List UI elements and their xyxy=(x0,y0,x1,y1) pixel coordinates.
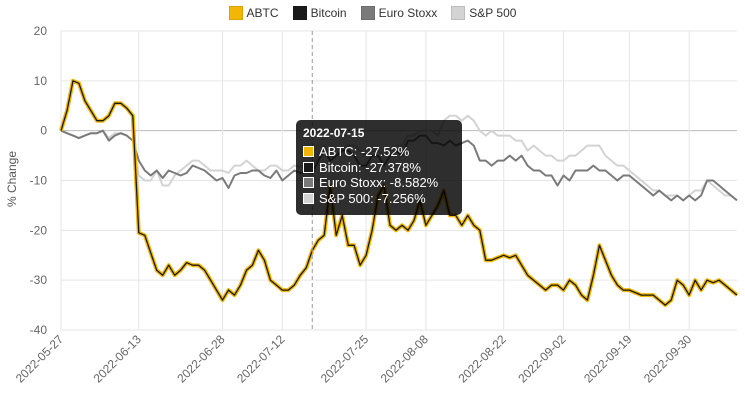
tooltip-label-bitcoin: Bitcoin: -27.378% xyxy=(319,159,421,175)
y-tick-label: 10 xyxy=(34,74,48,88)
legend-item-sp500[interactable]: S&P 500 xyxy=(451,6,516,20)
x-tick-label: 2022-06-28 xyxy=(174,332,228,386)
y-tick-label: 20 xyxy=(34,24,48,38)
legend-label-bitcoin: Bitcoin xyxy=(310,6,347,20)
legend-item-bitcoin[interactable]: Bitcoin xyxy=(292,6,347,20)
tooltip-swatch-bitcoin xyxy=(303,161,314,173)
x-tick-label: 2022-06-13 xyxy=(91,332,145,386)
x-tick-label: 2022-09-19 xyxy=(581,332,635,386)
tooltip-label-abtc: ABTC: -27.52% xyxy=(319,144,410,159)
legend-label-abtc: ABTC xyxy=(246,6,279,20)
x-tick-label: 2022-08-08 xyxy=(378,332,432,386)
y-tick-label: -30 xyxy=(30,273,48,287)
y-tick-label: -10 xyxy=(30,174,48,188)
tooltip-row-bitcoin: Bitcoin: -27.378% xyxy=(303,160,455,176)
y-axis-label: % Change xyxy=(5,150,19,208)
series-line-bitcoin xyxy=(60,80,738,306)
tooltip-title: 2022-07-15 xyxy=(303,126,365,140)
tooltip-label-sp500: S&P 500: -7.256% xyxy=(319,190,426,206)
tooltip-swatch-sp500 xyxy=(303,192,314,204)
x-tick-label: 2022-05-27 xyxy=(13,332,67,386)
tooltip-swatch-euro-stoxx xyxy=(303,177,314,189)
legend-item-abtc[interactable]: ABTC xyxy=(228,6,279,20)
tooltip-label-euro-stoxx: Euro Stoxx: -8.582% xyxy=(319,175,439,190)
x-tick-label: 2022-07-12 xyxy=(234,332,288,386)
legend-label-sp500: S&P 500 xyxy=(469,6,517,20)
tooltip-swatch-abtc xyxy=(303,146,314,158)
y-tick-label: 0 xyxy=(40,124,47,138)
tooltip: 2022-07-15 ABTC: -27.52% Bitcoin: -27.37… xyxy=(296,120,462,215)
x-tick-label: 2022-09-30 xyxy=(641,332,695,386)
y-tick-label: -40 xyxy=(30,323,48,337)
legend-swatch-euro-stoxx xyxy=(360,6,375,20)
x-tick-label: 2022-07-25 xyxy=(318,332,372,386)
legend-label-euro-stoxx: Euro Stoxx xyxy=(378,6,438,20)
tooltip-row-abtc: ABTC: -27.52% xyxy=(303,144,455,160)
x-tick-label: 2022-09-02 xyxy=(515,332,569,386)
x-axis: 2022-05-27 2022-06-13 2022-06-28 2022-07-12… xyxy=(13,332,695,386)
legend: ABTC Bitcoin Euro Stoxx S&P 500 xyxy=(0,6,745,20)
x-tick-label: 2022-08-22 xyxy=(456,332,510,386)
legend-swatch-abtc xyxy=(228,6,243,20)
tooltip-row-euro-stoxx: Euro Stoxx: -8.582% xyxy=(303,175,455,191)
legend-item-euro-stoxx[interactable]: Euro Stoxx xyxy=(360,6,438,20)
y-tick-label: -20 xyxy=(30,223,48,237)
tooltip-row-sp500: S&P 500: -7.256% xyxy=(303,191,455,207)
y-axis: 20 10 0 -10 -20 -30 -40 xyxy=(30,24,48,337)
legend-swatch-bitcoin xyxy=(292,6,307,20)
legend-swatch-sp500 xyxy=(451,6,466,20)
